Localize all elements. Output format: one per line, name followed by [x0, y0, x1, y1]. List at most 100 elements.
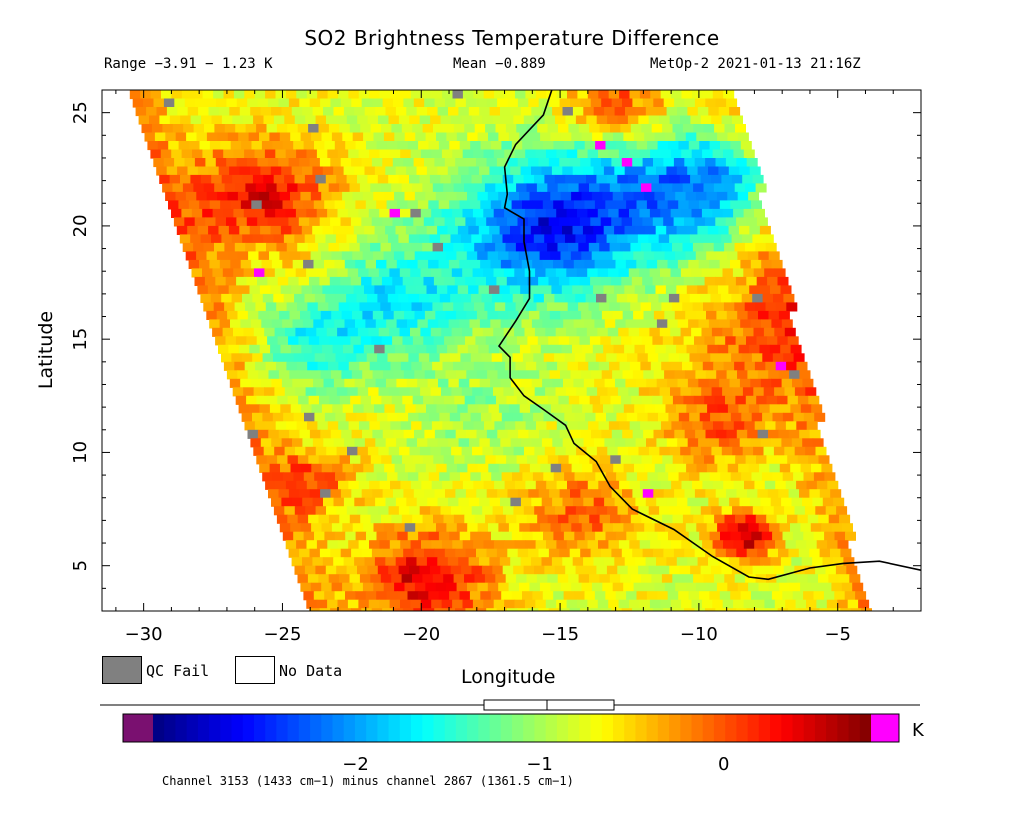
heatmap-cell — [200, 293, 212, 303]
heatmap-cell — [701, 327, 713, 337]
heatmap-cell — [337, 268, 349, 278]
heatmap-cell — [283, 293, 295, 303]
heatmap-cell — [298, 276, 310, 286]
heatmap-cell — [386, 531, 398, 541]
heatmap-cell — [642, 276, 654, 286]
heatmap-cell — [350, 336, 362, 346]
heatmap-cell — [272, 200, 284, 210]
heatmap-cell — [455, 548, 467, 558]
heatmap-cell — [791, 557, 803, 567]
colorbar-step — [691, 714, 704, 742]
heatmap-cell — [619, 90, 631, 100]
heatmap-cell — [656, 107, 668, 117]
heatmap-cell — [478, 404, 490, 414]
heatmap-cell — [638, 446, 650, 456]
heatmap-cell — [452, 599, 464, 609]
heatmap-cell — [466, 251, 478, 261]
heatmap-cell — [429, 565, 441, 575]
heatmap-cell — [313, 378, 325, 388]
heatmap-cell — [711, 565, 722, 575]
heatmap-cell — [200, 174, 212, 184]
heatmap-cell — [449, 531, 461, 541]
heatmap-cell — [752, 565, 764, 575]
heatmap-cell — [443, 242, 454, 252]
heatmap-cell — [406, 497, 418, 507]
heatmap-cell — [446, 463, 458, 473]
heatmap-cell — [618, 268, 630, 278]
heatmap-cell — [455, 429, 467, 439]
heatmap-cell — [546, 90, 558, 100]
heatmap-cell — [711, 174, 722, 184]
heatmap-cell — [687, 438, 699, 448]
heatmap-cell — [623, 132, 635, 142]
heatmap-cell — [744, 421, 756, 431]
colorbar-step — [657, 714, 670, 742]
heatmap-cell — [270, 166, 282, 176]
heatmap-cell — [491, 141, 502, 151]
heatmap-cell — [469, 591, 481, 601]
heatmap-cell — [172, 183, 184, 193]
mean-value-text: Mean −0.889 — [453, 56, 546, 72]
heatmap-cell — [504, 480, 516, 490]
heatmap-cell — [181, 90, 193, 100]
heatmap-cell — [336, 446, 348, 456]
heatmap-cell — [623, 404, 635, 414]
heatmap-cell — [713, 421, 724, 431]
heatmap-cell — [725, 336, 737, 346]
heatmap-cell — [574, 412, 586, 422]
heatmap-cell — [617, 387, 629, 397]
heatmap-cell — [362, 582, 374, 592]
heatmap-cell — [807, 574, 819, 584]
heatmap-cell — [530, 404, 542, 414]
heatmap-cell — [306, 268, 318, 278]
heatmap-cell — [602, 463, 614, 473]
heatmap-cell — [261, 200, 273, 210]
heatmap-cell — [349, 574, 361, 584]
heatmap-cell — [596, 115, 608, 125]
heatmap-cell — [458, 166, 470, 176]
heatmap-cell — [266, 455, 278, 465]
heatmap-cell — [449, 472, 461, 482]
heatmap-cell — [644, 523, 656, 533]
heatmap-cell — [233, 90, 245, 100]
heatmap-cell — [400, 421, 412, 431]
heatmap-cell — [557, 361, 569, 371]
heatmap-cell — [272, 472, 284, 482]
heatmap-cell — [375, 438, 387, 448]
heatmap-cell — [365, 259, 377, 269]
heatmap-cell — [451, 446, 463, 456]
heatmap-cell — [318, 455, 330, 465]
heatmap-cell — [718, 557, 730, 567]
heatmap-cell — [583, 497, 595, 507]
heatmap-cell — [388, 446, 400, 456]
heatmap-cell — [551, 404, 562, 414]
heatmap-cell — [260, 225, 272, 235]
y-tick-label: 5 — [70, 560, 91, 571]
heatmap-cell — [337, 599, 349, 609]
heatmap-cell — [543, 141, 554, 151]
heatmap-cell — [606, 234, 618, 244]
heatmap-cell — [509, 285, 521, 295]
heatmap-cell — [262, 472, 274, 482]
heatmap-cell — [531, 319, 543, 329]
heatmap-cell — [749, 285, 761, 295]
heatmap-cell — [452, 480, 464, 490]
heatmap-cell — [445, 429, 457, 439]
heatmap-cell — [547, 183, 559, 193]
heatmap-cell — [724, 514, 736, 524]
heatmap-cell — [636, 591, 648, 601]
heatmap-cell — [422, 242, 434, 252]
heatmap-cell — [632, 158, 644, 168]
heatmap-cell — [680, 387, 692, 397]
heatmap-cell — [296, 480, 308, 490]
heatmap-cell — [433, 514, 444, 524]
heatmap-cell — [571, 523, 583, 533]
colorbar-step — [209, 714, 221, 742]
heatmap-cell — [777, 608, 789, 611]
heatmap-cell — [577, 540, 589, 550]
heatmap-cell — [176, 225, 188, 235]
heatmap-cell — [416, 225, 428, 235]
heatmap-cell — [565, 115, 577, 125]
heatmap-cell — [557, 183, 569, 193]
heatmap-cell — [317, 90, 329, 100]
